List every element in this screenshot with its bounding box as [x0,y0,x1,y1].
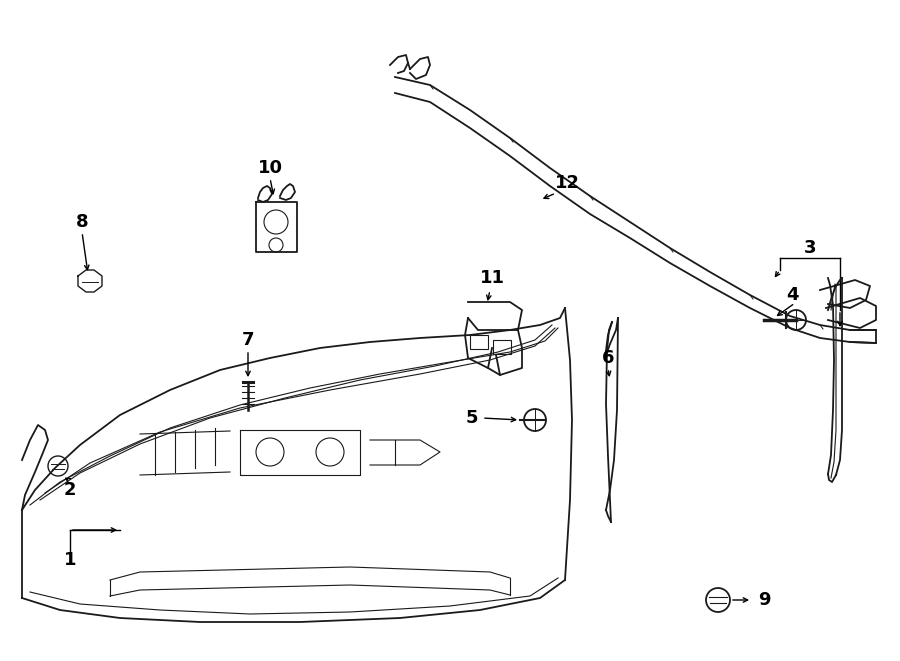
Text: 11: 11 [480,269,505,287]
Text: 3: 3 [804,239,816,257]
Text: 9: 9 [758,591,770,609]
Text: 12: 12 [554,174,580,192]
Text: 4: 4 [786,286,798,304]
Text: 6: 6 [602,349,614,367]
Bar [470,335,488,349]
Text: 5: 5 [466,409,478,427]
Bar [493,340,511,354]
Text: 10: 10 [257,159,283,177]
Text: 8: 8 [76,213,88,231]
Text: 7: 7 [242,331,254,349]
Text: 2: 2 [64,481,76,499]
Text: 1: 1 [64,551,76,569]
